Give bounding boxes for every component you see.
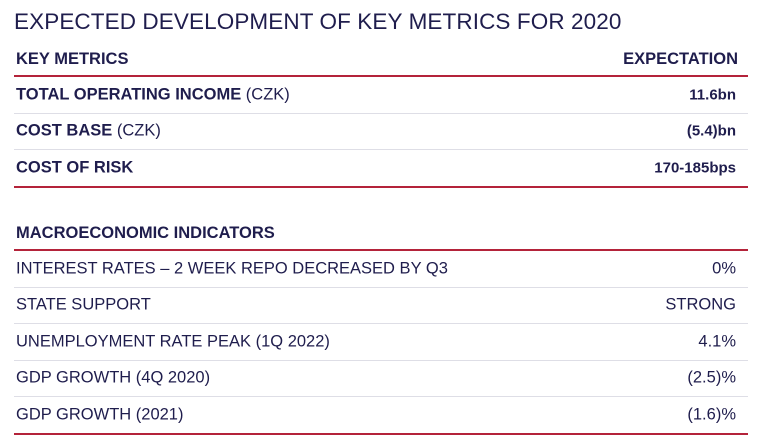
- indicator-label: GDP GROWTH (4Q 2020): [16, 368, 211, 387]
- indicator-value: 0%: [712, 259, 736, 278]
- key-metrics-table: KEY METRICS EXPECTATION TOTAL OPERATING …: [14, 41, 748, 188]
- key-metrics-header-label: KEY METRICS: [16, 50, 129, 68]
- table-row: COST BASE (CZK) (5.4)bn: [14, 114, 748, 150]
- indicator-value: (1.6)%: [687, 405, 736, 424]
- table-row: TOTAL OPERATING INCOME (CZK) 11.6bn: [14, 77, 748, 114]
- table-row: GDP GROWTH (2021) (1.6)%: [14, 397, 748, 435]
- table-row: GDP GROWTH (4Q 2020) (2.5)%: [14, 361, 748, 397]
- metric-label: TOTAL OPERATING INCOME: [16, 85, 242, 104]
- indicator-value: (2.5)%: [687, 368, 736, 387]
- metric-value: 170-185bps: [654, 159, 736, 177]
- metric-label: COST OF RISK: [16, 158, 134, 177]
- metric-label: COST BASE: [16, 121, 113, 140]
- macro-indicators-header: MACROECONOMIC INDICATORS: [14, 215, 748, 251]
- table-row: STATE SUPPORT STRONG: [14, 288, 748, 324]
- metric-value: (5.4)bn: [686, 122, 736, 140]
- table-row: UNEMPLOYMENT RATE PEAK (1Q 2022) 4.1%: [14, 324, 748, 361]
- indicator-value: STRONG: [665, 295, 736, 314]
- metric-unit: (CZK): [241, 85, 290, 104]
- indicator-label: GDP GROWTH (2021): [16, 405, 184, 424]
- key-metrics-header: KEY METRICS EXPECTATION: [14, 41, 748, 77]
- page-title: EXPECTED DEVELOPMENT OF KEY METRICS FOR …: [14, 9, 622, 34]
- metric-value: 11.6bn: [689, 86, 736, 104]
- table-row: INTEREST RATES – 2 WEEK REPO DECREASED B…: [14, 251, 748, 288]
- indicator-value: 4.1%: [698, 332, 736, 351]
- indicator-label: UNEMPLOYMENT RATE PEAK (1Q 2022): [16, 332, 330, 351]
- indicator-label: STATE SUPPORT: [16, 295, 151, 314]
- expectation-header-label: EXPECTATION: [623, 50, 738, 68]
- macro-indicators-table: MACROECONOMIC INDICATORS INTEREST RATES …: [14, 215, 748, 435]
- metric-unit: (CZK): [112, 121, 161, 140]
- indicator-label: INTEREST RATES – 2 WEEK REPO DECREASED B…: [16, 259, 448, 278]
- table-row: COST OF RISK 170-185bps: [14, 150, 748, 188]
- macro-indicators-header-label: MACROECONOMIC INDICATORS: [16, 224, 275, 242]
